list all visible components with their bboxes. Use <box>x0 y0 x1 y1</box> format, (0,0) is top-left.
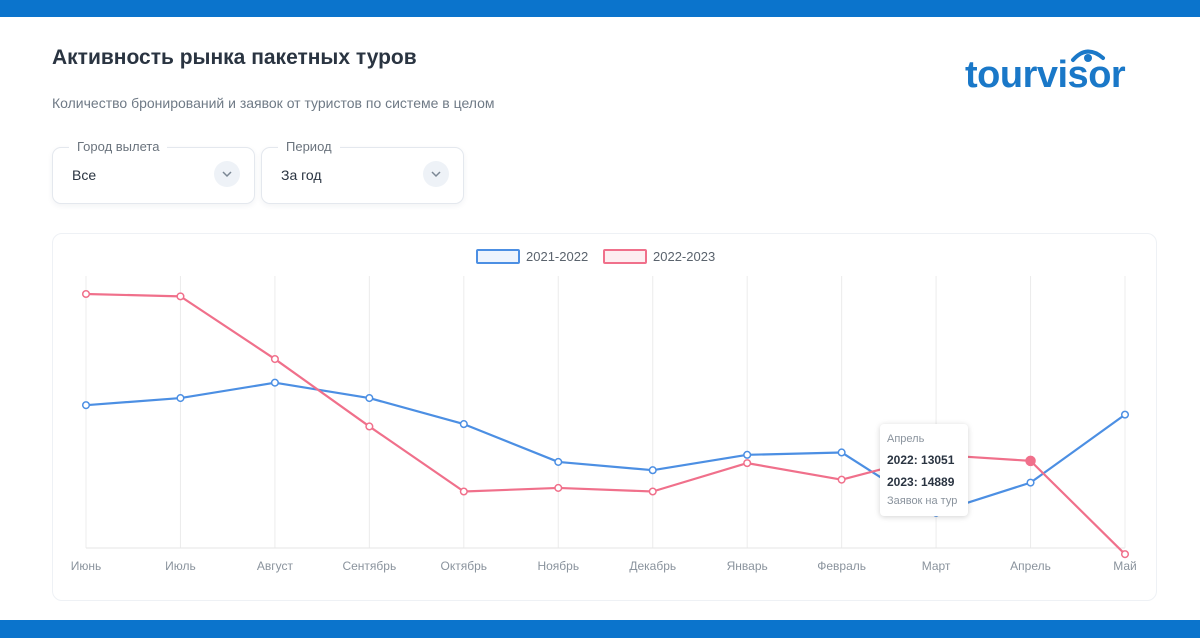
x-tick-label: Январь <box>727 559 768 573</box>
data-point-2022-2023 <box>1025 455 1036 467</box>
tooltip-month: Апрель <box>887 433 925 445</box>
tooltip-note: Заявок на тур <box>887 495 958 507</box>
data-point-2022-2023 <box>459 487 468 496</box>
departure-city-select[interactable]: Город вылета Все <box>52 139 255 204</box>
data-point-2021-2022 <box>459 420 468 429</box>
data-point-2021-2022 <box>837 448 846 457</box>
tourvisor-logo[interactable]: tourvisor <box>965 46 1165 106</box>
period-select[interactable]: Период За год <box>261 139 464 204</box>
legend-item-2021-2022[interactable]: 2021-2022 <box>476 249 588 264</box>
top-brand-bar <box>0 0 1200 17</box>
logo-text: tourvisor <box>965 54 1126 96</box>
data-point-2021-2022 <box>648 466 657 475</box>
data-point-2022-2023 <box>176 292 185 301</box>
data-point-2021-2022 <box>81 401 91 410</box>
data-point-2022-2023 <box>81 289 91 299</box>
legend-item-2022-2023[interactable]: 2022-2023 <box>603 249 715 264</box>
tooltip-value-2022: 2022: 13051 <box>887 453 955 467</box>
tooltip-value-2023: 2023: 14889 <box>887 475 955 489</box>
chart-tooltip: Апрель 2022: 13051 2023: 14889 Заявок на… <box>880 424 968 516</box>
chevron-down-icon[interactable] <box>214 161 240 187</box>
data-point-2021-2022 <box>743 450 752 459</box>
x-tick-label: Июнь <box>71 559 102 573</box>
data-point-2021-2022 <box>554 457 563 466</box>
data-point-2022-2023 <box>837 475 846 484</box>
chart-card <box>52 233 1157 601</box>
x-tick-label: Сентябрь <box>342 559 396 573</box>
page-title: Активность рынка пакетных туров <box>52 46 417 69</box>
data-point-2022-2023 <box>648 487 657 496</box>
departure-city-label: Город вылета <box>69 139 168 154</box>
x-tick-label: Ноябрь <box>537 559 579 573</box>
data-point-2021-2022 <box>1026 478 1035 487</box>
data-point-2022-2023 <box>554 483 563 492</box>
data-point-2021-2022 <box>270 378 279 387</box>
departure-city-value: Все <box>72 167 97 183</box>
x-tick-label: Декабрь <box>629 559 676 573</box>
legend-label: 2022-2023 <box>653 249 716 264</box>
data-point-2022-2023 <box>365 422 374 431</box>
data-point-2022-2023 <box>743 459 752 468</box>
series-line-2022-2023 <box>85 292 1126 555</box>
x-tick-label: Февраль <box>817 559 866 573</box>
page-subtitle: Количество бронирований и заявок от тури… <box>52 95 495 111</box>
x-tick-label: Август <box>257 559 294 573</box>
period-label: Период <box>278 139 340 154</box>
period-value: За год <box>281 167 322 183</box>
x-tick-label: Май <box>1113 559 1137 573</box>
data-point-2021-2022 <box>176 394 185 403</box>
series-line-2021-2022 <box>85 381 1126 514</box>
legend-swatch-blue <box>476 249 520 264</box>
eye-icon <box>1071 49 1105 62</box>
x-tick-label: Апрель <box>1010 559 1051 573</box>
x-tick-label: Июль <box>165 559 196 573</box>
data-point-2022-2023 <box>270 354 279 364</box>
x-tick-label: Октябрь <box>441 559 488 573</box>
chevron-down-icon[interactable] <box>423 161 449 187</box>
data-point-2021-2022 <box>1120 410 1130 419</box>
legend-swatch-pink <box>603 249 647 264</box>
data-point-2022-2023 <box>1120 550 1130 559</box>
legend-label: 2021-2022 <box>526 249 589 264</box>
x-tick-label: Март <box>922 559 951 573</box>
data-point-2021-2022 <box>365 394 374 403</box>
bottom-brand-bar <box>0 620 1200 638</box>
